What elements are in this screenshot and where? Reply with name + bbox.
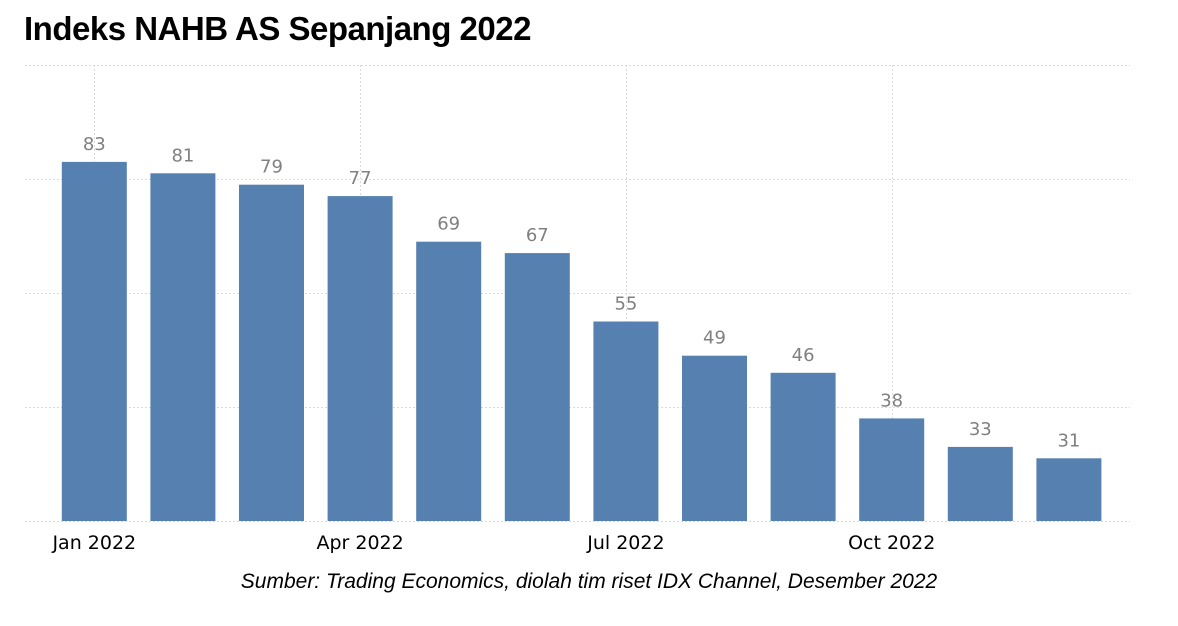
data-label: 46 — [792, 345, 815, 366]
bar-chart: 83 81 79 77 69 67 55 49 46 38 33 31 Jan 2022 Apr 202… — [25, 65, 1130, 554]
source-note: Sumber: Trading Economics, diolah tim ri… — [240, 570, 938, 593]
bar-may-2022 — [416, 241, 482, 521]
x-axis-ticks: Jan 2022 Apr 2022 Jul 2022 Oct 2022 — [51, 532, 935, 554]
data-labels: 83 81 79 77 69 67 55 49 46 38 33 31 — [83, 134, 1081, 451]
x-tick-label: Apr 2022 — [316, 532, 403, 554]
data-label: 33 — [969, 419, 992, 440]
chart-title: Indeks NAHB AS Sepanjang 2022 — [24, 10, 531, 47]
bar-jul-2022 — [593, 321, 659, 521]
bar-oct-2022 — [859, 418, 925, 521]
data-label: 55 — [614, 294, 637, 315]
x-tick-label: Jan 2022 — [51, 532, 136, 554]
data-label: 38 — [880, 390, 903, 411]
bar-series — [61, 161, 1102, 522]
bar-nov-2022 — [947, 446, 1013, 521]
x-tick-label: Oct 2022 — [848, 532, 935, 554]
bar-aug-2022 — [682, 355, 747, 521]
bar-mar-2022 — [239, 184, 304, 521]
bar-sep-2022 — [770, 372, 836, 521]
data-label: 49 — [703, 328, 726, 349]
bar-jun-2022 — [504, 253, 570, 521]
data-label: 81 — [171, 145, 194, 166]
data-label: 79 — [260, 157, 283, 178]
data-label: 69 — [437, 214, 460, 235]
x-tick-label: Jul 2022 — [586, 532, 664, 554]
bar-apr-2022 — [327, 196, 393, 521]
data-label: 67 — [526, 225, 549, 246]
bar-jan-2022 — [61, 161, 127, 521]
bar-feb-2022 — [150, 173, 216, 522]
data-label: 31 — [1057, 430, 1080, 451]
data-label: 77 — [349, 168, 372, 189]
data-label: 83 — [83, 134, 106, 155]
bar-dec-2022 — [1036, 458, 1102, 521]
